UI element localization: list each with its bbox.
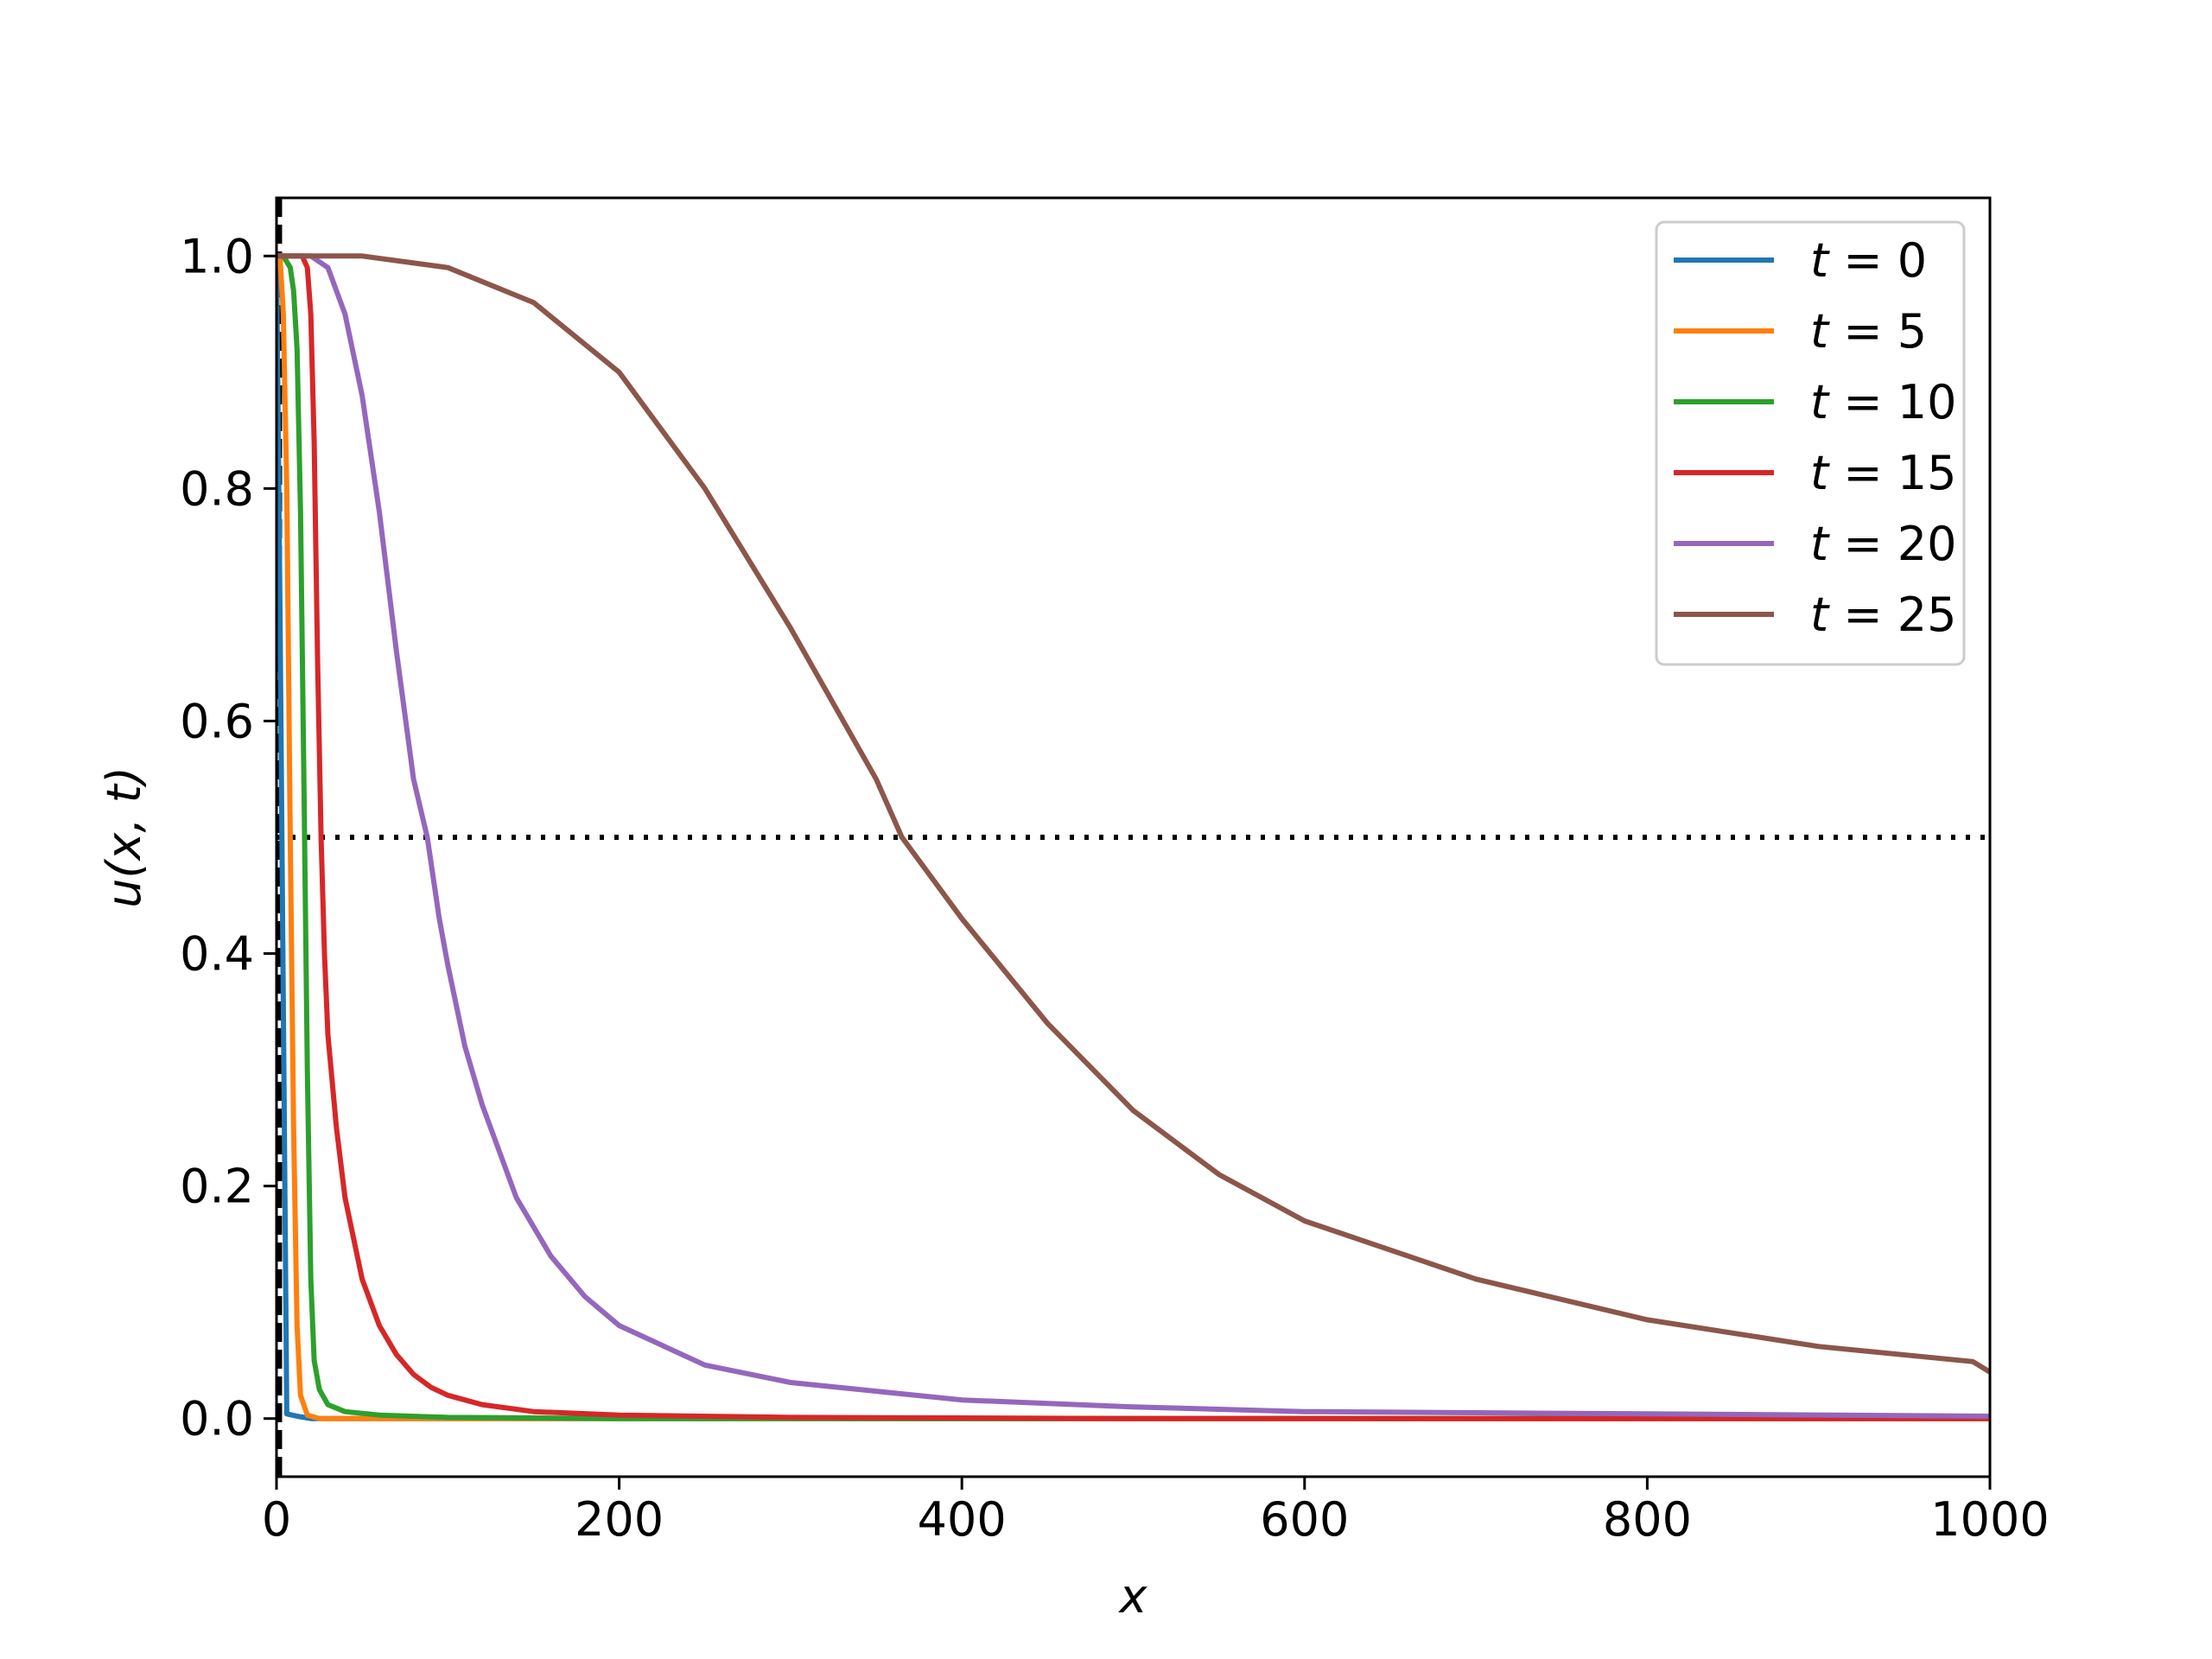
y-tick-label: 0.4 bbox=[180, 927, 254, 982]
series-line-5 bbox=[276, 253, 1990, 1375]
legend-label-3: t = 15 bbox=[1810, 446, 1956, 500]
legend-label-2: t = 10 bbox=[1810, 375, 1956, 429]
y-tick-label: 0.0 bbox=[180, 1392, 254, 1446]
y-tick-label: 1.0 bbox=[180, 229, 254, 283]
legend: t = 0 t = 5 t = 10 t = 15 t = 20 t = 25 bbox=[1655, 220, 1966, 666]
series-line-4 bbox=[276, 253, 1990, 1419]
x-axis-label: x bbox=[1118, 1569, 1148, 1624]
y-tick-label: 0.2 bbox=[180, 1160, 254, 1214]
series-line-1 bbox=[276, 253, 1990, 1421]
legend-label-4: t = 20 bbox=[1810, 517, 1956, 571]
legend-label-0: t = 0 bbox=[1810, 233, 1927, 288]
y-tick-label: 0.8 bbox=[180, 461, 254, 516]
x-tick-label: 0 bbox=[262, 1492, 291, 1547]
x-tick-label: 200 bbox=[575, 1492, 664, 1547]
legend-label-5: t = 25 bbox=[1810, 588, 1956, 642]
plot-frame bbox=[275, 196, 1992, 1478]
legend-label-1: t = 5 bbox=[1810, 304, 1927, 359]
y-tick-label: 0.6 bbox=[180, 694, 254, 748]
x-tick-label: 600 bbox=[1260, 1492, 1349, 1547]
series-line-2 bbox=[276, 253, 1990, 1421]
y-axis-label: u(x, t) bbox=[97, 766, 151, 908]
x-tick-label: 400 bbox=[918, 1492, 1007, 1547]
x-tick-label: 1000 bbox=[1930, 1492, 2049, 1547]
x-tick-label: 800 bbox=[1603, 1492, 1692, 1547]
series-line-3 bbox=[276, 253, 1990, 1421]
